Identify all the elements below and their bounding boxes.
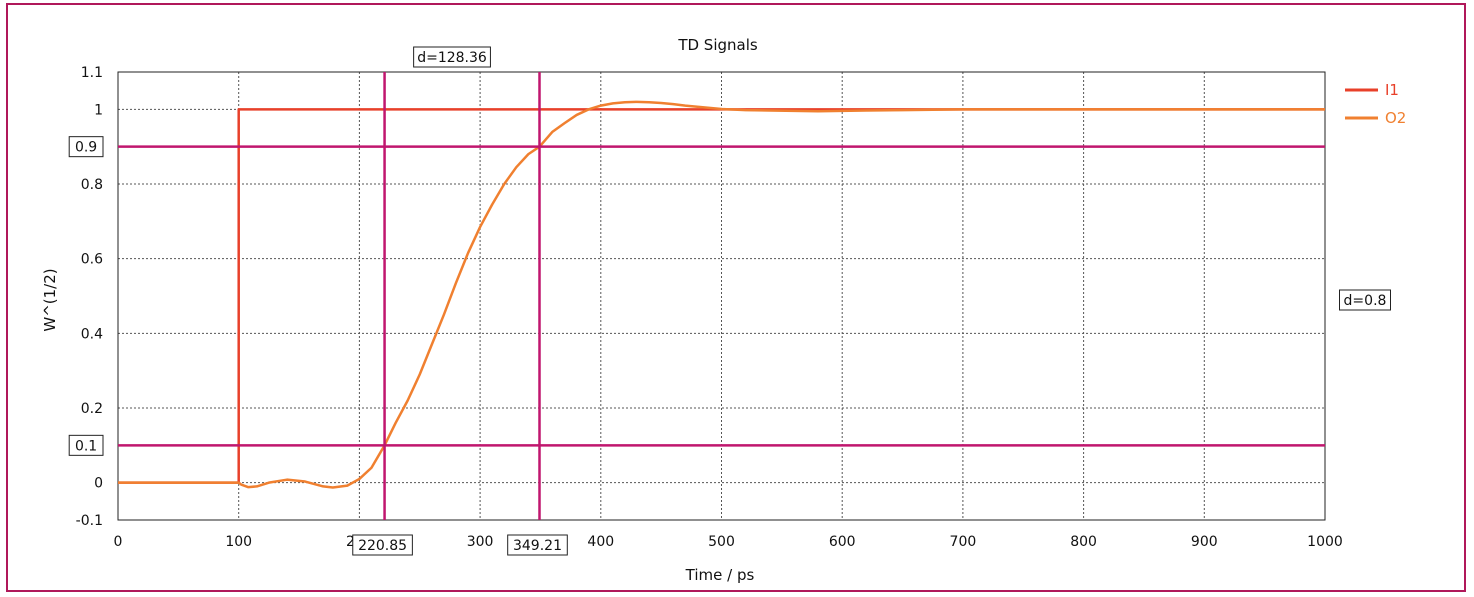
x-tick-label: 700 bbox=[950, 534, 977, 550]
x-axis-label: Time / ps bbox=[685, 566, 755, 584]
v-cursor-label: 220.85 bbox=[352, 534, 413, 556]
h-cursor-label-text: 0.9 bbox=[75, 140, 97, 156]
v-cursor-label-box bbox=[507, 534, 568, 556]
legend-label-i1: I1 bbox=[1385, 81, 1399, 99]
x-delta-label-box bbox=[413, 46, 491, 68]
y-axis-label: W^(1/2) bbox=[41, 268, 59, 331]
h-cursor-label-box bbox=[68, 136, 104, 158]
x-tick-label: 400 bbox=[587, 534, 614, 550]
h-cursor-label: 0.9 bbox=[68, 136, 104, 158]
x-tick-label: 100 bbox=[225, 534, 252, 550]
h-cursor-label: 0.1 bbox=[68, 434, 104, 456]
v-cursor-label-text: 220.85 bbox=[358, 538, 407, 554]
axes: 01002003004005006007008009001000-0.100.2… bbox=[76, 65, 1343, 550]
x-tick-label: 900 bbox=[1191, 534, 1218, 550]
h-cursor-label-text: 0.1 bbox=[75, 438, 97, 454]
x-tick-label: 300 bbox=[467, 534, 494, 550]
legend: I1 O2 bbox=[1345, 81, 1406, 127]
y-tick-label: 0 bbox=[94, 476, 103, 492]
y-tick-label: 1.1 bbox=[81, 65, 103, 81]
y-delta-label-box bbox=[1339, 289, 1391, 311]
v-cursor-label-box bbox=[352, 534, 413, 556]
y-tick-label: -0.1 bbox=[76, 513, 103, 529]
v-cursor-label: 349.21 bbox=[507, 534, 568, 556]
y-tick-label: 1 bbox=[94, 102, 103, 118]
chart-title: TD Signals bbox=[677, 36, 758, 54]
x-delta-label: d=128.36 bbox=[413, 46, 491, 68]
x-tick-label: 0 bbox=[114, 534, 123, 550]
y-delta-label: d=0.8 bbox=[1339, 289, 1391, 311]
y-tick-label: 0.2 bbox=[81, 401, 103, 417]
legend-label-o2: O2 bbox=[1385, 109, 1406, 127]
y-tick-label: 0.4 bbox=[81, 326, 103, 342]
x-tick-label: 600 bbox=[829, 534, 856, 550]
cursor-layer: 0.1 0.9 220.85 349.21 d=128.36 d=0.8 bbox=[68, 46, 1391, 556]
grid bbox=[118, 72, 1325, 520]
x-tick-label: 800 bbox=[1070, 534, 1097, 550]
h-cursor-label-box bbox=[68, 434, 104, 456]
y-delta-label-text: d=0.8 bbox=[1344, 293, 1387, 309]
y-tick-label: 0.8 bbox=[81, 177, 103, 193]
y-tick-label: 0.6 bbox=[81, 252, 103, 268]
x-delta-label-text: d=128.36 bbox=[417, 50, 487, 66]
x-tick-label: 500 bbox=[708, 534, 735, 550]
plot-area-border bbox=[117, 71, 1326, 521]
chart-frame bbox=[6, 3, 1466, 592]
x-tick-label: 1000 bbox=[1307, 534, 1343, 550]
v-cursor-label-text: 349.21 bbox=[513, 538, 562, 554]
